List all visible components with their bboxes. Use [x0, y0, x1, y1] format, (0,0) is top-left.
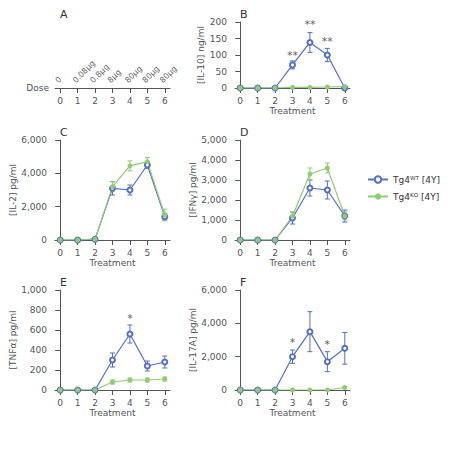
svg-text:0: 0 [221, 235, 227, 245]
svg-text:3: 3 [110, 398, 116, 408]
svg-text:2: 2 [92, 398, 98, 408]
svg-text:80μg: 80μg [158, 64, 179, 85]
svg-text:E: E [60, 276, 67, 289]
svg-text:A: A [60, 8, 68, 21]
svg-text:2: 2 [272, 96, 278, 106]
svg-text:4,000: 4,000 [201, 155, 227, 165]
svg-text:*: * [127, 312, 133, 325]
svg-text:Treatment: Treatment [269, 408, 316, 418]
svg-text:2: 2 [272, 248, 278, 258]
svg-text:4: 4 [307, 96, 313, 106]
svg-text:F: F [240, 276, 246, 289]
svg-text:Tg4ᵂᵀ [4Y]: Tg4ᵂᵀ [4Y] [392, 175, 440, 185]
svg-text:6: 6 [342, 398, 348, 408]
svg-text:5: 5 [144, 96, 150, 106]
svg-text:0: 0 [237, 248, 243, 258]
svg-text:80μg: 80μg [123, 64, 144, 85]
svg-text:150: 150 [210, 34, 227, 44]
svg-text:100: 100 [210, 50, 227, 60]
svg-text:5: 5 [324, 248, 330, 258]
svg-text:1,000: 1,000 [201, 215, 227, 225]
svg-text:5: 5 [324, 96, 330, 106]
svg-text:0: 0 [57, 96, 63, 106]
svg-text:Tg4ᴷᴼ [4Y]: Tg4ᴷᴼ [4Y] [392, 192, 439, 202]
svg-text:0.8μg: 0.8μg [88, 62, 111, 85]
svg-text:200: 200 [30, 365, 47, 375]
svg-text:0: 0 [221, 83, 227, 93]
svg-text:4: 4 [127, 398, 133, 408]
svg-text:600: 600 [30, 325, 47, 335]
svg-text:[IFNγ] pg/ml: [IFNγ] pg/ml [188, 162, 198, 218]
svg-text:2,000: 2,000 [21, 202, 47, 212]
svg-text:8μg: 8μg [106, 68, 123, 85]
svg-text:1: 1 [255, 248, 261, 258]
svg-text:2,000: 2,000 [201, 195, 227, 205]
svg-text:6,000: 6,000 [201, 285, 227, 295]
svg-text:4,000: 4,000 [21, 168, 47, 178]
svg-text:[TNFα] pg/ml: [TNFα] pg/ml [8, 311, 18, 370]
svg-text:B: B [240, 8, 248, 21]
svg-text:400: 400 [30, 345, 47, 355]
svg-text:*: * [325, 338, 331, 351]
svg-text:2: 2 [92, 248, 98, 258]
svg-text:Treatment: Treatment [89, 408, 136, 418]
svg-text:Treatment: Treatment [89, 258, 136, 268]
svg-text:6: 6 [342, 96, 348, 106]
svg-text:1,000: 1,000 [21, 285, 47, 295]
svg-text:0: 0 [221, 385, 227, 395]
svg-text:6: 6 [162, 96, 168, 106]
svg-text:0: 0 [41, 385, 47, 395]
svg-text:5,000: 5,000 [201, 135, 227, 145]
svg-text:*: * [290, 336, 296, 349]
svg-text:3: 3 [110, 96, 116, 106]
svg-text:4,000: 4,000 [201, 318, 227, 328]
svg-text:6: 6 [162, 248, 168, 258]
svg-text:5: 5 [144, 248, 150, 258]
svg-text:[IL-17A] pg/ml: [IL-17A] pg/ml [188, 308, 198, 372]
svg-text:3: 3 [290, 96, 296, 106]
svg-text:4: 4 [307, 248, 313, 258]
svg-text:80μg: 80μg [141, 64, 162, 85]
svg-text:200: 200 [210, 17, 227, 27]
svg-text:0: 0 [41, 235, 47, 245]
svg-text:6,000: 6,000 [21, 135, 47, 145]
svg-text:[IL-10] ng/ml: [IL-10] ng/ml [196, 26, 206, 84]
svg-text:D: D [240, 126, 248, 139]
svg-text:0.08μg: 0.08μg [70, 58, 98, 85]
svg-text:1: 1 [75, 248, 81, 258]
svg-text:C: C [60, 126, 68, 139]
svg-text:Treatment: Treatment [269, 258, 316, 268]
svg-text:0: 0 [237, 96, 243, 106]
svg-text:0: 0 [57, 398, 63, 408]
svg-text:1: 1 [75, 398, 81, 408]
svg-text:**: ** [304, 18, 316, 31]
svg-text:0: 0 [54, 75, 64, 85]
svg-text:3,000: 3,000 [201, 175, 227, 185]
svg-text:2,000: 2,000 [201, 352, 227, 362]
svg-text:**: ** [322, 35, 334, 48]
svg-text:**: ** [287, 49, 299, 62]
svg-text:4: 4 [127, 96, 133, 106]
svg-text:6: 6 [162, 398, 168, 408]
svg-text:1: 1 [255, 398, 261, 408]
svg-text:0: 0 [57, 248, 63, 258]
svg-text:1: 1 [255, 96, 261, 106]
svg-text:2: 2 [272, 398, 278, 408]
svg-text:Treatment: Treatment [269, 106, 316, 116]
svg-text:3: 3 [290, 398, 296, 408]
svg-text:800: 800 [30, 305, 47, 315]
svg-text:1: 1 [75, 96, 81, 106]
svg-text:50: 50 [216, 67, 228, 77]
svg-text:5: 5 [324, 398, 330, 408]
svg-text:6: 6 [342, 248, 348, 258]
svg-text:4: 4 [307, 398, 313, 408]
svg-text:3: 3 [110, 248, 116, 258]
svg-text:5: 5 [144, 398, 150, 408]
svg-text:3: 3 [290, 248, 296, 258]
svg-text:0: 0 [237, 398, 243, 408]
svg-text:4: 4 [127, 248, 133, 258]
svg-text:Dose: Dose [26, 83, 49, 93]
svg-text:[IL-2] pg/ml: [IL-2] pg/ml [8, 164, 18, 216]
svg-text:2: 2 [92, 96, 98, 106]
